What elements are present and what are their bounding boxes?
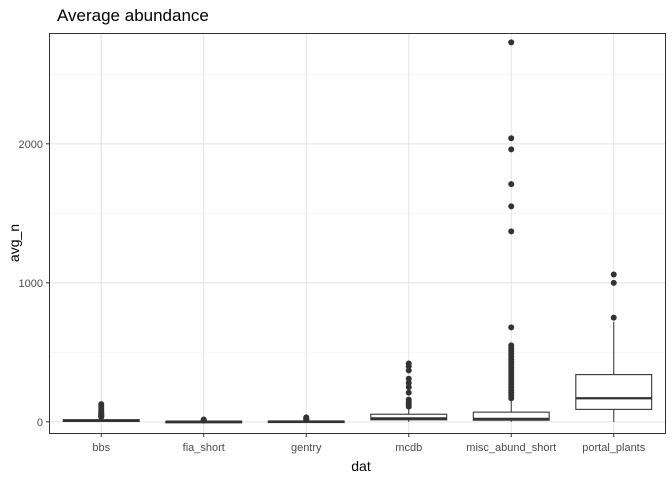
outlier-point: [508, 228, 515, 235]
outlier-point: [405, 384, 412, 391]
box-mcdb: [370, 360, 448, 422]
outlier-point: [508, 342, 515, 349]
y-axis-ticks: 0 1000 2000: [19, 139, 50, 429]
outlier-point: [405, 367, 412, 374]
x-tick-label: gentry: [291, 442, 322, 454]
outlier-point: [610, 279, 617, 286]
outlier-point: [98, 401, 105, 408]
box-portal_plants: [575, 271, 653, 422]
box-gentry: [267, 414, 345, 424]
box-fia_short: [165, 416, 243, 424]
x-axis-title: dat: [351, 458, 371, 474]
outlier-point: [508, 39, 515, 46]
outlier-point: [200, 416, 207, 423]
y-axis-title: avg_n: [6, 224, 22, 262]
chart-title: Average abundance: [57, 6, 209, 25]
outlier-point: [405, 396, 412, 403]
box-iqr: [575, 374, 653, 410]
x-tick-label: misc_abund_short: [466, 442, 556, 454]
box-iqr: [370, 413, 448, 421]
outlier-point: [303, 414, 310, 421]
x-axis-ticks: bbs fia_short gentry mcdb misc_abund_short po…: [92, 433, 646, 454]
box-iqr: [472, 411, 550, 421]
y-tick-label: 1000: [19, 278, 43, 290]
x-tick-label: portal_plants: [582, 442, 645, 454]
outlier-point: [405, 389, 412, 396]
plot-panel: [49, 33, 666, 434]
outlier-point: [508, 324, 515, 331]
outlier-point: [610, 271, 617, 278]
x-tick-label: mcdb: [395, 442, 422, 454]
outlier-point: [610, 314, 617, 321]
outlier-point: [508, 203, 515, 210]
x-tick-label: fia_short: [183, 442, 225, 454]
outlier-point: [508, 135, 515, 142]
plot-border: [49, 33, 666, 434]
y-tick-label: 2000: [19, 139, 43, 151]
outlier-point: [405, 375, 412, 382]
box-bbs: [62, 401, 140, 423]
x-tick-label: bbs: [92, 442, 110, 454]
outlier-point: [508, 146, 515, 153]
outlier-point: [405, 360, 412, 367]
outlier-point: [508, 181, 515, 188]
box-layer: [62, 39, 653, 424]
outlier-point: [405, 379, 412, 386]
box-misc_abund_short: [472, 39, 550, 422]
y-tick-label: 0: [37, 417, 43, 429]
